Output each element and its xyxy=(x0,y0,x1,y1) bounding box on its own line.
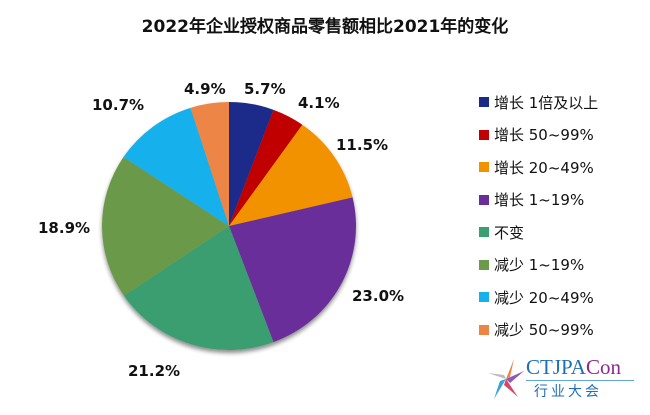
slice-label-0: 5.7% xyxy=(244,80,286,98)
pie-slice xyxy=(190,102,229,226)
legend-swatch xyxy=(479,324,489,335)
legend-swatch xyxy=(479,129,489,140)
legend-item: 增长 50~99% xyxy=(479,119,598,152)
pie-slice xyxy=(229,197,356,343)
slice-label-1: 4.1% xyxy=(298,94,340,112)
slice-label-3: 23.0% xyxy=(352,287,405,305)
star-logo-icon xyxy=(488,359,524,399)
pie-slice xyxy=(229,109,303,226)
legend-item: 增长 1倍及以上 xyxy=(479,86,598,119)
pie-slice xyxy=(123,226,274,350)
legend-swatch xyxy=(479,227,489,238)
pie-slice xyxy=(123,107,229,226)
chart-legend: 增长 1倍及以上 增长 50~99% 增长 20~49% 增长 1~19% 不变… xyxy=(479,86,598,346)
legend-swatch xyxy=(479,292,489,303)
pie-slice xyxy=(229,124,353,226)
ctjpacon-logo: CTJPACon 行业大会 xyxy=(486,355,636,405)
pie-slice xyxy=(102,156,229,296)
legend-item: 减少 20~49% xyxy=(479,281,598,314)
legend-item: 减少 50~99% xyxy=(479,314,598,347)
chart-title: 2022年企业授权商品零售额相比2021年的变化 xyxy=(141,17,509,37)
legend-item: 减少 1~19% xyxy=(479,249,598,282)
legend-swatch xyxy=(479,194,489,205)
legend-swatch xyxy=(479,259,489,270)
legend-item: 不变 xyxy=(479,216,598,249)
pie-slice xyxy=(229,102,274,226)
legend-swatch xyxy=(479,97,489,108)
slice-label-7: 4.9% xyxy=(184,80,226,98)
slice-label-4: 21.2% xyxy=(128,362,181,380)
slice-label-6: 10.7% xyxy=(92,96,145,114)
legend-swatch xyxy=(479,162,489,173)
slice-label-2: 11.5% xyxy=(336,136,389,154)
legend-item: 增长 1~19% xyxy=(479,184,598,217)
slice-label-5: 18.9% xyxy=(38,219,91,237)
legend-item: 增长 20~49% xyxy=(479,151,598,184)
